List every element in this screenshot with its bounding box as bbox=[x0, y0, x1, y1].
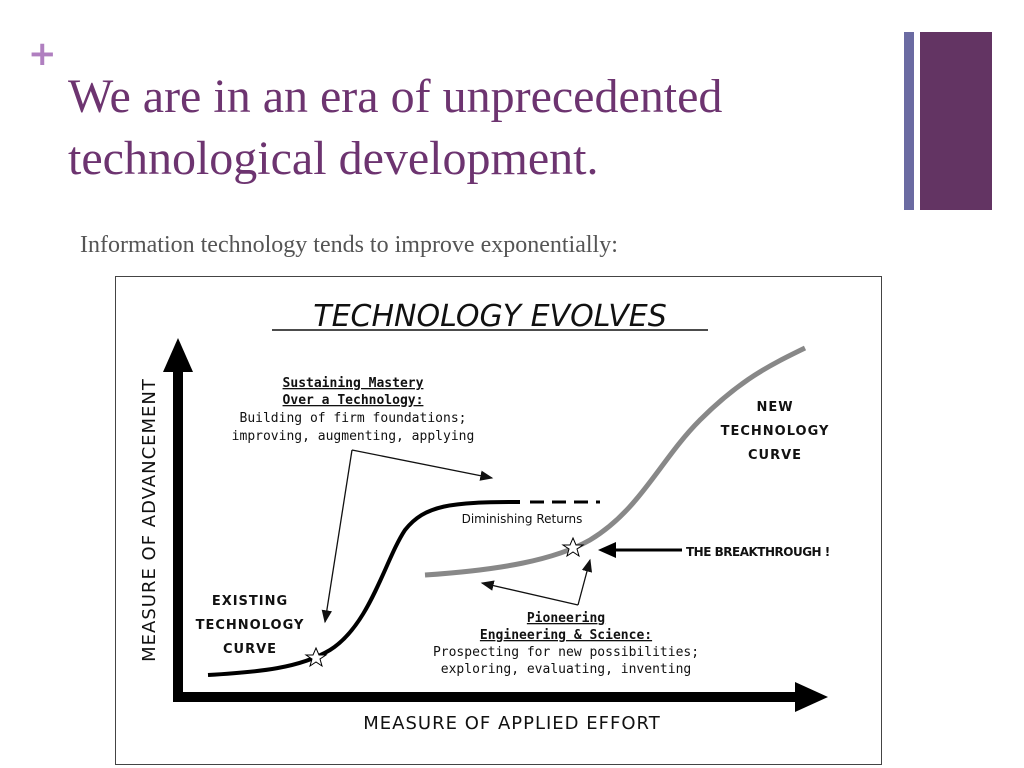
annotation: CURVE bbox=[748, 448, 802, 463]
arrow bbox=[351, 449, 494, 481]
breakthrough-arrowhead bbox=[598, 542, 616, 558]
y-axis bbox=[173, 360, 183, 700]
arrow bbox=[577, 558, 593, 606]
x-arrow bbox=[795, 682, 828, 712]
annotation: Engineering & Science: bbox=[480, 628, 652, 643]
plus-mark: + bbox=[28, 34, 57, 74]
annotation: Over a Technology: bbox=[283, 393, 424, 408]
annotation: THE BREAKTHROUGH ! bbox=[686, 545, 830, 559]
accent-bar bbox=[904, 32, 914, 210]
annotation: Prospecting for new possibilities; bbox=[433, 645, 699, 660]
star bbox=[561, 536, 585, 558]
y-axis-label: MEASURE OF ADVANCEMENT bbox=[139, 378, 160, 662]
annotation: NEW bbox=[756, 400, 793, 415]
title-line: technological development. bbox=[68, 132, 599, 185]
diagram-frame bbox=[115, 276, 882, 765]
annotation: Building of firm foundations; bbox=[240, 411, 467, 426]
subtitle: Information technology tends to improve … bbox=[80, 232, 618, 258]
x-axis-label: MEASURE OF APPLIED EFFORT bbox=[363, 713, 660, 734]
annotation: EXISTING bbox=[212, 594, 288, 609]
annotation: TECHNOLOGY bbox=[196, 618, 305, 633]
annotation: improving, augmenting, applying bbox=[232, 429, 475, 444]
annotation: Sustaining Mastery bbox=[283, 376, 424, 391]
accent-block bbox=[920, 32, 992, 210]
annotation: CURVE bbox=[223, 642, 277, 657]
annotation: Diminishing Returns bbox=[462, 512, 583, 526]
arrow bbox=[321, 449, 353, 624]
annotation: TECHNOLOGY bbox=[721, 424, 830, 439]
annotation: Pioneering bbox=[527, 611, 605, 626]
annotation: exploring, evaluating, inventing bbox=[441, 662, 691, 677]
new-curve bbox=[424, 345, 807, 578]
y-arrow bbox=[163, 338, 193, 372]
x-axis bbox=[173, 692, 803, 702]
star bbox=[304, 646, 328, 668]
title-line: We are in an era of unprecedented bbox=[68, 70, 723, 123]
arrow bbox=[480, 580, 579, 606]
slide-title: We are in an era of unprecedented techno… bbox=[68, 66, 722, 190]
diagram-title: TECHNOLOGY EVOLVES bbox=[313, 299, 667, 334]
existing-curve bbox=[207, 500, 521, 677]
